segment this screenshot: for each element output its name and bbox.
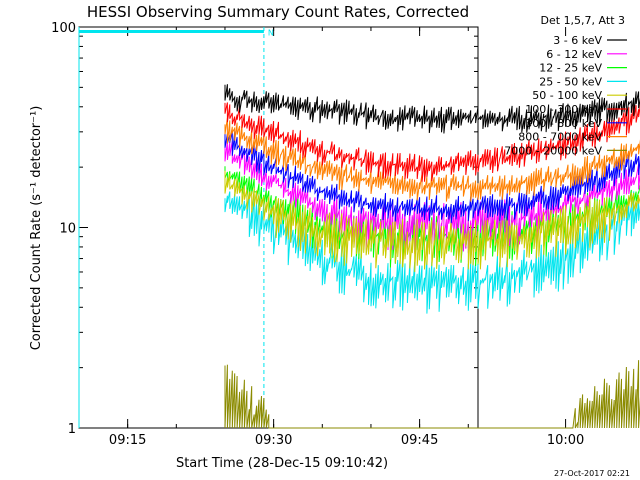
x-tick-label: 09:15 xyxy=(109,433,146,448)
chart-title: HESSI Observing Summary Count Rates, Cor… xyxy=(87,3,469,21)
series-line xyxy=(224,84,640,134)
y-tick-label: 100 xyxy=(51,21,76,36)
x-tick-label: 09:30 xyxy=(255,433,292,448)
series-line xyxy=(224,170,640,273)
footer-timestamp: 27-Oct-2017 02:21 xyxy=(554,469,630,478)
y-tick-label: 10 xyxy=(59,222,76,237)
y-axis-label: Corrected Count Rate (s⁻¹ detector⁻¹) xyxy=(29,106,44,351)
y-tick-label: 1 xyxy=(68,422,76,437)
legend-label: 50 - 100 keV xyxy=(532,89,602,102)
series-line xyxy=(224,129,640,224)
x-axis-label: Start Time (28-Dec-15 09:10:42) xyxy=(176,456,388,471)
legend-label: 25 - 50 keV xyxy=(539,75,602,88)
legend-label: 800 - 7000 keV xyxy=(518,131,602,144)
night-marker-label: N xyxy=(268,28,274,37)
legend-label: 12 - 25 keV xyxy=(539,62,602,75)
plot-layer: 09:1509:3009:4510:0010:1510:3010:4511010… xyxy=(51,21,640,448)
legend-title: Det 1,5,7, Att 3 xyxy=(541,14,625,27)
series-line xyxy=(224,102,640,183)
series-line xyxy=(224,360,640,429)
series-line xyxy=(224,191,640,314)
legend-label: 3 - 6 keV xyxy=(553,34,602,47)
legend-label: 100 - 300 keV xyxy=(525,103,602,116)
x-tick-label: 09:45 xyxy=(401,433,438,448)
legend-label: 300 - 800 keV xyxy=(525,117,602,130)
legend-label: 6 - 12 keV xyxy=(546,48,602,61)
x-tick-label: 10:00 xyxy=(547,433,584,448)
series-line xyxy=(224,117,640,202)
legend-label: 7000 - 20000 keV xyxy=(504,144,602,157)
